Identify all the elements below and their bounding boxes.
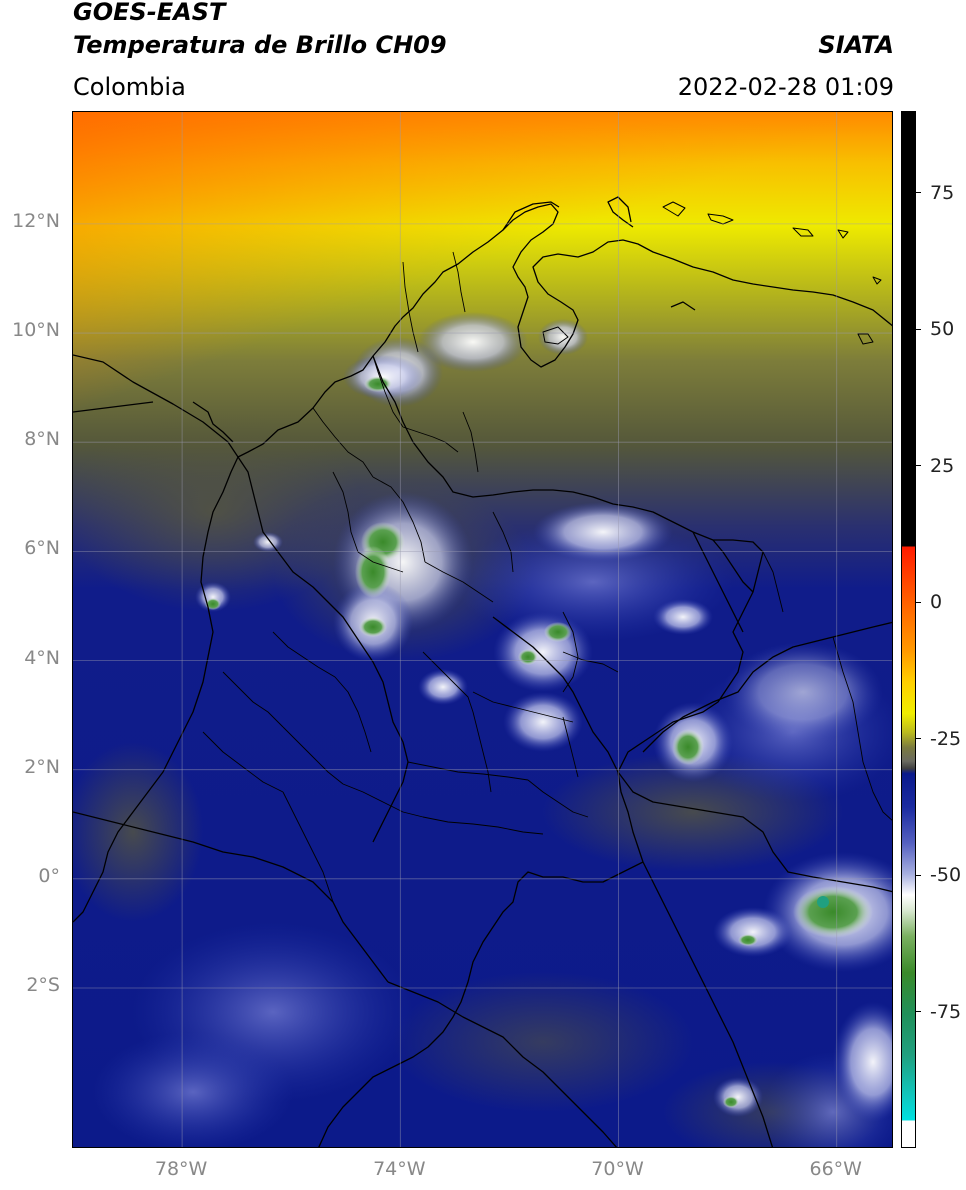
colorbar-tick-mark [916,874,921,876]
colorbar-tick-mark [916,738,921,740]
colorbar-tick-mark [916,328,921,330]
satellite-map [72,111,893,1148]
colorbar-tick-mark [916,1011,921,1013]
product-title: Temperatura de Brillo CH09 [73,31,447,59]
lat-tick-label: 2°N [24,755,60,778]
lat-tick-label: 0° [38,864,60,887]
colorbar-tick-label: 25 [930,454,955,477]
colorbar-tick-mark [916,465,921,467]
lon-tick-label: 70°W [591,1158,644,1180]
colorbar-tick-label: 75 [930,181,955,204]
colorbar-tick-label: -25 [930,727,962,750]
lat-tick-label: 10°N [12,319,60,342]
colorbar [901,111,916,1148]
lat-tick-label: 6°N [24,537,60,560]
lon-tick-label: 74°W [373,1158,426,1180]
lon-tick-label: 78°W [154,1158,208,1180]
satellite-title: GOES-EAST [73,0,226,26]
colorbar-tick-label: -50 [930,864,962,887]
lat-tick-label: 12°N [12,209,60,232]
lat-tick-label: 8°N [24,428,60,451]
colorbar-tick-label: -75 [930,1000,962,1023]
colorbar-tick-mark [916,601,921,603]
colorbar-tick-label: 50 [930,318,955,341]
lon-tick-label: 66°W [809,1158,862,1180]
lat-tick-label: 2°S [26,973,60,996]
datetime-label: 2022-02-28 01:09 [677,73,894,101]
colorbar-tick-label: 0 [930,591,943,614]
lat-tick-label: 4°N [24,646,60,669]
region-label: Colombia [73,73,186,101]
institution-title: SIATA [818,31,894,59]
colorbar-tick-mark [916,192,921,194]
